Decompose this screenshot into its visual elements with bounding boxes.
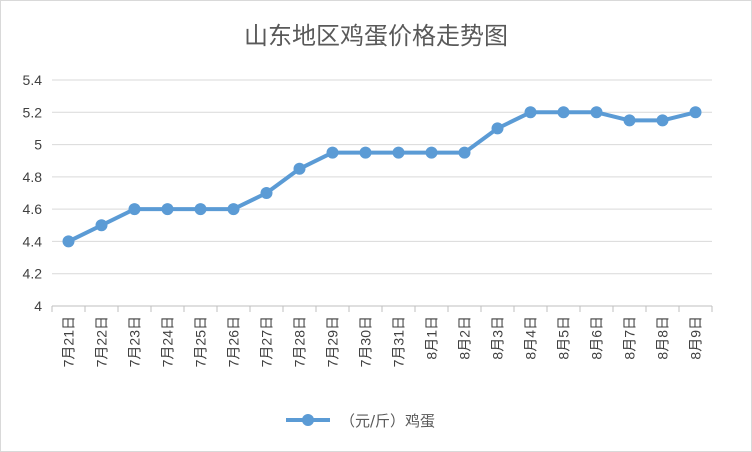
- y-tick-label: 4.2: [23, 266, 43, 282]
- x-axis: 7月21日 7月22日 7月23日 7月24日 7月25日 7月26日 7月27日 7月28日…: [51, 305, 713, 367]
- data-point: [161, 203, 174, 216]
- data-point: [689, 106, 702, 119]
- data-point: [491, 122, 504, 135]
- data-point: [194, 203, 207, 216]
- data-point: [293, 162, 306, 175]
- y-tick-label: 5: [34, 137, 42, 153]
- data-point: [260, 187, 273, 199]
- y-tick-label: 4: [34, 298, 42, 314]
- data-point: [359, 146, 372, 159]
- data-point: [326, 146, 339, 159]
- x-tick-label: 7月23日: [127, 316, 143, 367]
- data-point: [656, 114, 669, 127]
- x-tick-label: 7月25日: [193, 316, 209, 367]
- x-tick-label: 7月26日: [226, 316, 242, 367]
- y-tick-label: 5.4: [23, 72, 43, 88]
- data-point: [95, 219, 108, 232]
- data-point: [590, 106, 603, 119]
- x-tick-label: 8月4日: [523, 316, 539, 360]
- x-tick-label: 7月29日: [325, 316, 341, 367]
- x-tick-label: 8月3日: [490, 316, 506, 360]
- x-tick-label: 7月21日: [61, 316, 77, 367]
- chart-title: 山东地区鸡蛋价格走势图: [244, 22, 508, 50]
- x-tick-label: 8月1日: [424, 316, 440, 360]
- data-point: [227, 203, 240, 216]
- x-tick-label: 8月8日: [655, 316, 671, 360]
- x-tick-label: 7月27日: [259, 316, 275, 367]
- y-axis: 4 4.2 4.4 4.6 4.8 5 5.2 5.4: [23, 72, 43, 314]
- data-point: [128, 203, 141, 216]
- data-point: [623, 114, 636, 127]
- x-tick-label: 8月9日: [688, 316, 704, 360]
- y-tick-label: 4.4: [23, 233, 43, 249]
- y-tick-label: 4.8: [23, 169, 43, 185]
- x-tick-label: 7月22日: [94, 316, 110, 367]
- legend: （元/斤）鸡蛋: [286, 412, 435, 430]
- x-tick-label: 7月28日: [292, 316, 308, 367]
- x-tick-label: 7月31日: [391, 316, 407, 367]
- legend-marker: [302, 414, 314, 426]
- data-point: [458, 146, 471, 159]
- x-tick-label: 7月24日: [160, 316, 176, 367]
- x-tick-label: 8月5日: [556, 316, 572, 360]
- y-tick-label: 5.2: [23, 104, 43, 120]
- data-point: [425, 146, 438, 159]
- data-point: [392, 146, 405, 159]
- legend-label: （元/斤）鸡蛋: [340, 412, 435, 430]
- x-tick-label: 8月6日: [589, 316, 605, 360]
- data-point: [557, 106, 570, 119]
- y-tick-label: 4.6: [23, 201, 43, 217]
- x-tick-label: 8月2日: [457, 316, 473, 360]
- x-tick-label: 8月7日: [622, 316, 638, 360]
- series-eggs: [62, 106, 702, 248]
- data-point: [62, 235, 75, 248]
- x-tick-label: 7月30日: [358, 316, 374, 367]
- data-point: [524, 106, 537, 119]
